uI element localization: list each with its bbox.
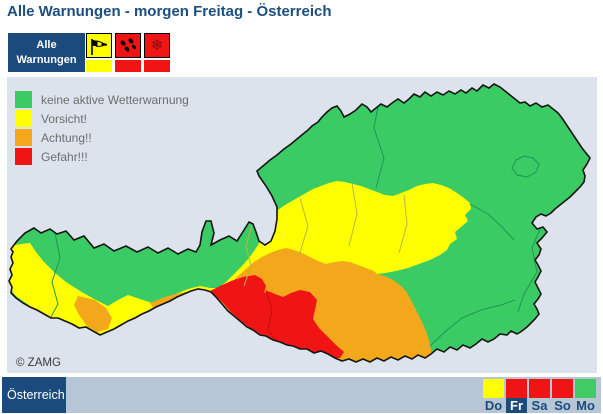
snowflake-icon: ❄ [144,33,170,58]
austria-outline [8,83,591,363]
province-borders [50,95,544,347]
snow-warning-button[interactable]: ❄ [144,33,170,72]
day-tab-sa[interactable]: Sa [529,377,550,413]
toolbar: Alle Warnungen [0,33,603,73]
raindrops-icon [115,33,141,58]
bottom-bar: Österreich Do Fr Sa So Mo [2,377,601,413]
day-tab-mo[interactable]: Mo [575,377,596,413]
region-selector-button[interactable]: Österreich [2,377,66,413]
map-region-gefahr [210,275,344,359]
all-warnings-button[interactable]: Alle Warnungen [8,33,85,72]
warning-legend: keine aktive Wetterwarnung Vorsicht! Ach… [15,90,189,166]
day-tab-fr-selected[interactable]: Fr [506,377,527,413]
district-borders-yellow [243,182,408,287]
day-swatch-mo [575,379,596,398]
legend-swatch-orange [15,129,32,146]
legend-swatch-green [15,91,32,108]
vienna-enclave-border [511,155,540,178]
legend-swatch-yellow [15,110,32,127]
legend-item-vorsicht: Vorsicht! [15,109,189,128]
district-border-red [265,289,281,346]
rain-warning-color-strip [115,60,141,72]
legend-item-none: keine aktive Wetterwarnung [15,90,189,109]
windsock-icon [86,33,112,58]
day-swatch-so [552,379,573,398]
map-region-vorsicht [9,181,471,340]
legend-swatch-red [15,148,32,165]
legend-item-achtung: Achtung!! [15,128,189,147]
legend-item-gefahr: Gefahr!!! [15,147,189,166]
page-title: Alle Warnungen - morgen Freitag - Österr… [7,3,332,20]
day-tab-so[interactable]: So [552,377,573,413]
day-swatch-fr [506,379,527,398]
map-region-achtung-west [74,296,112,332]
rain-warning-button[interactable] [115,33,141,72]
wind-warning-color-strip [86,60,112,72]
day-swatch-sa [529,379,550,398]
wind-warning-button[interactable] [86,33,112,72]
copyright-text: © ZAMG [16,357,61,369]
day-tabs: Do Fr Sa So Mo [483,377,596,413]
warning-map-area: keine aktive Wetterwarnung Vorsicht! Ach… [7,77,597,373]
day-swatch-do [483,379,504,398]
day-tab-do[interactable]: Do [483,377,504,413]
austria-map[interactable] [7,77,597,373]
snow-warning-color-strip [144,60,170,72]
